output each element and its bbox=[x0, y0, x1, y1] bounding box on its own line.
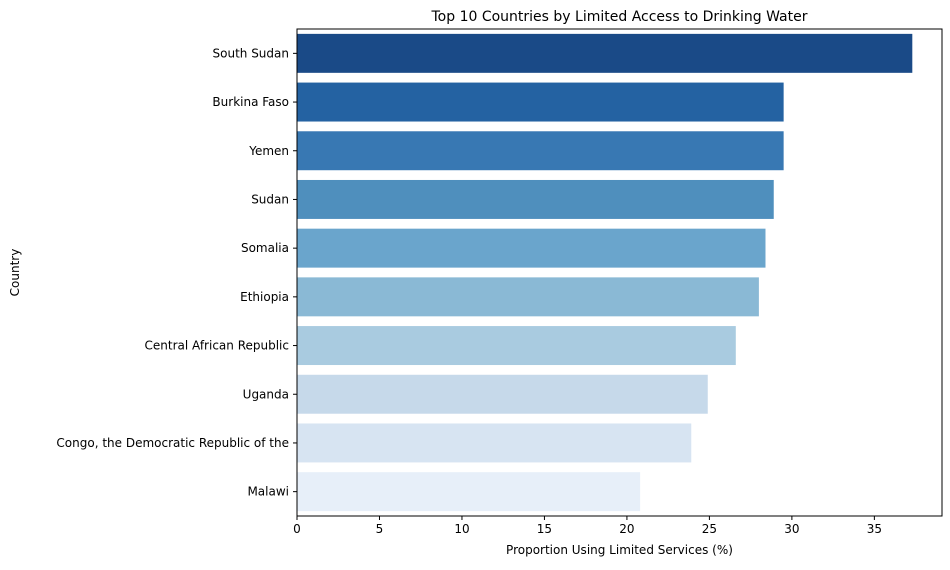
bar-3 bbox=[297, 179, 774, 219]
bar-8 bbox=[297, 423, 692, 463]
x-tick-label-6: 30 bbox=[784, 522, 799, 536]
x-tick-label-4: 20 bbox=[619, 522, 634, 536]
bar-2 bbox=[297, 131, 784, 171]
y-tick-label-7: Uganda bbox=[243, 387, 289, 401]
y-tick-label-1: Burkina Faso bbox=[212, 95, 289, 109]
y-tick-label-5: Ethiopia bbox=[240, 290, 289, 304]
x-tick-label-3: 15 bbox=[537, 522, 552, 536]
y-tick-label-9: Malawi bbox=[247, 485, 289, 499]
x-tick-label-0: 0 bbox=[293, 522, 301, 536]
bar-4 bbox=[297, 228, 766, 268]
plot-frame bbox=[296, 28, 943, 517]
y-tick-label-8: Congo, the Democratic Republic of the bbox=[56, 436, 289, 450]
axes-layer bbox=[296, 28, 943, 517]
y-tick-label-3: Sudan bbox=[251, 192, 289, 206]
ticks-layer: South Sudan Burkina Faso Yemen Sudan Somalia… bbox=[56, 46, 882, 536]
y-axis-label: Country bbox=[8, 249, 22, 297]
bar-7 bbox=[297, 374, 708, 414]
x-axis-label: Proportion Using Limited Services (%) bbox=[506, 543, 733, 557]
bar-5 bbox=[297, 277, 759, 317]
x-tick-label-5: 25 bbox=[702, 522, 717, 536]
y-tick-label-2: Yemen bbox=[248, 144, 289, 158]
bar-6 bbox=[297, 326, 736, 366]
bar-0 bbox=[297, 33, 913, 73]
x-tick-label-2: 10 bbox=[454, 522, 469, 536]
bar-9 bbox=[297, 472, 641, 512]
y-tick-label-0: South Sudan bbox=[213, 46, 290, 60]
x-tick-label-1: 5 bbox=[376, 522, 384, 536]
bar-1 bbox=[297, 82, 784, 122]
bars-layer bbox=[297, 33, 913, 512]
chart-title: Top 10 Countries by Limited Access to Dr… bbox=[431, 9, 808, 25]
y-tick-label-6: Central African Republic bbox=[145, 339, 289, 353]
x-tick-label-7: 35 bbox=[867, 522, 882, 536]
y-tick-label-4: Somalia bbox=[241, 241, 289, 255]
